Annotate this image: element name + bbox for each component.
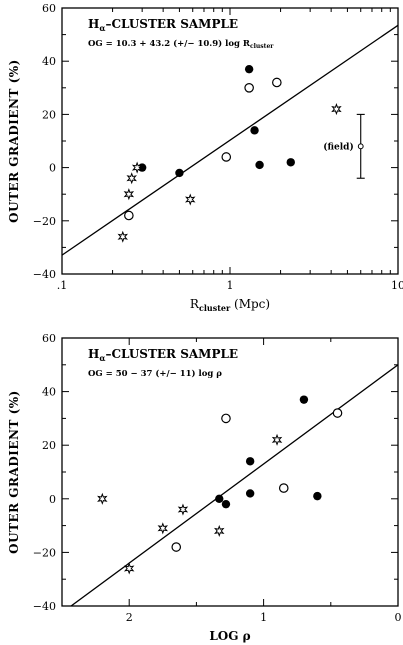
- fit-equation: OG = 10.3 + 43.2 (+/− 10.9) log Rcluster: [88, 38, 274, 50]
- y-tick-label: −20: [33, 215, 56, 228]
- field-label: (field): [323, 141, 354, 152]
- title-rest: –CLUSTER SAMPLE: [106, 347, 239, 361]
- star-point: [177, 503, 189, 516]
- chart-title: Hα–CLUSTER SAMPLE: [88, 17, 238, 33]
- filled-circle-point: [244, 64, 254, 74]
- title-main: H: [88, 17, 99, 31]
- equation-main: OG = 50 − 37 (+/− 11) log ρ: [88, 368, 222, 379]
- star-point: [97, 492, 108, 505]
- y-axis-label: OUTER GRADIENT (%): [7, 59, 21, 223]
- open-circle-point: [221, 413, 231, 424]
- fit-line: [62, 24, 398, 256]
- fit-equation: OG = 50 − 37 (+/− 11) log ρ: [88, 368, 222, 379]
- y-tick-label: −40: [33, 268, 56, 281]
- filled-circle-point: [255, 160, 264, 170]
- x-tick-label: 10: [391, 279, 403, 292]
- field-point: [357, 143, 364, 150]
- y-tick-label: 60: [42, 2, 56, 15]
- x-tick-label: 1: [227, 279, 234, 292]
- x-tick-label: 1: [260, 611, 267, 624]
- open-circle-point: [244, 83, 254, 93]
- filled-circle-point: [221, 499, 231, 509]
- xlabel-sub: cluster: [199, 303, 231, 313]
- x-axis-label: Rcluster (Mpc): [190, 297, 270, 313]
- open-circle-point: [171, 542, 182, 552]
- star-point: [214, 524, 225, 538]
- xlabel-main: R: [190, 297, 200, 311]
- filled-circle-point: [313, 491, 322, 501]
- chart-title: Hα–CLUSTER SAMPLE: [88, 347, 238, 363]
- star-point: [126, 172, 137, 185]
- y-tick-label: −40: [33, 600, 56, 613]
- filled-circle-point: [250, 126, 259, 135]
- title-rest: –CLUSTER SAMPLE: [106, 17, 239, 31]
- y-axis-label: OUTER GRADIENT (%): [7, 390, 21, 554]
- y-tick-label: 40: [42, 55, 56, 68]
- x-tick-label: 0: [395, 611, 402, 624]
- title-sub: α: [99, 23, 105, 33]
- title-main: H: [88, 347, 99, 361]
- x-axis-label: LOG ρ: [209, 629, 250, 643]
- star-point: [331, 103, 342, 116]
- y-tick-label: −20: [33, 546, 56, 559]
- y-tick-label: 60: [42, 332, 56, 345]
- filled-circle-point: [245, 457, 255, 466]
- open-circle-point: [332, 408, 343, 418]
- open-circle-point: [221, 152, 232, 162]
- title-sub: α: [99, 353, 105, 363]
- fit-line: [69, 364, 398, 606]
- y-tick-label: 20: [42, 108, 56, 121]
- x-tick-label: 2: [126, 611, 133, 624]
- star-point: [271, 433, 283, 446]
- star-point: [131, 161, 143, 174]
- equation-sub: cluster: [250, 43, 274, 50]
- y-tick-label: 20: [42, 439, 56, 452]
- filled-circle-point: [286, 158, 295, 167]
- equation-main: OG = 10.3 + 43.2 (+/− 10.9) log R: [88, 38, 251, 49]
- open-circle-point: [272, 77, 282, 88]
- x-tick-label: .1: [57, 279, 68, 292]
- y-tick-label: 0: [49, 162, 56, 175]
- y-tick-label: 0: [49, 493, 56, 506]
- bottom-chart: −40 −20 0 20 40 60 2 1 0 Hα–CLUSTER SAMPLE OG = 50…: [7, 332, 402, 643]
- filled-circle-point: [245, 489, 255, 498]
- top-chart: −40 −20 0 20 40 60 .1 1 10 (field) Hα–CLUSTER SAMP…: [7, 2, 403, 313]
- y-tick-label: 40: [42, 386, 56, 399]
- open-circle-point: [124, 210, 134, 221]
- filled-circle-point: [215, 494, 224, 503]
- star-point: [157, 522, 169, 535]
- star-point: [185, 193, 196, 206]
- star-point: [123, 188, 135, 201]
- filled-circle-point: [175, 168, 184, 178]
- filled-circle-point: [299, 395, 309, 404]
- xlabel-rest: (Mpc): [230, 297, 270, 311]
- star-point: [123, 562, 135, 575]
- star-point: [117, 230, 129, 243]
- open-circle-point: [278, 483, 289, 493]
